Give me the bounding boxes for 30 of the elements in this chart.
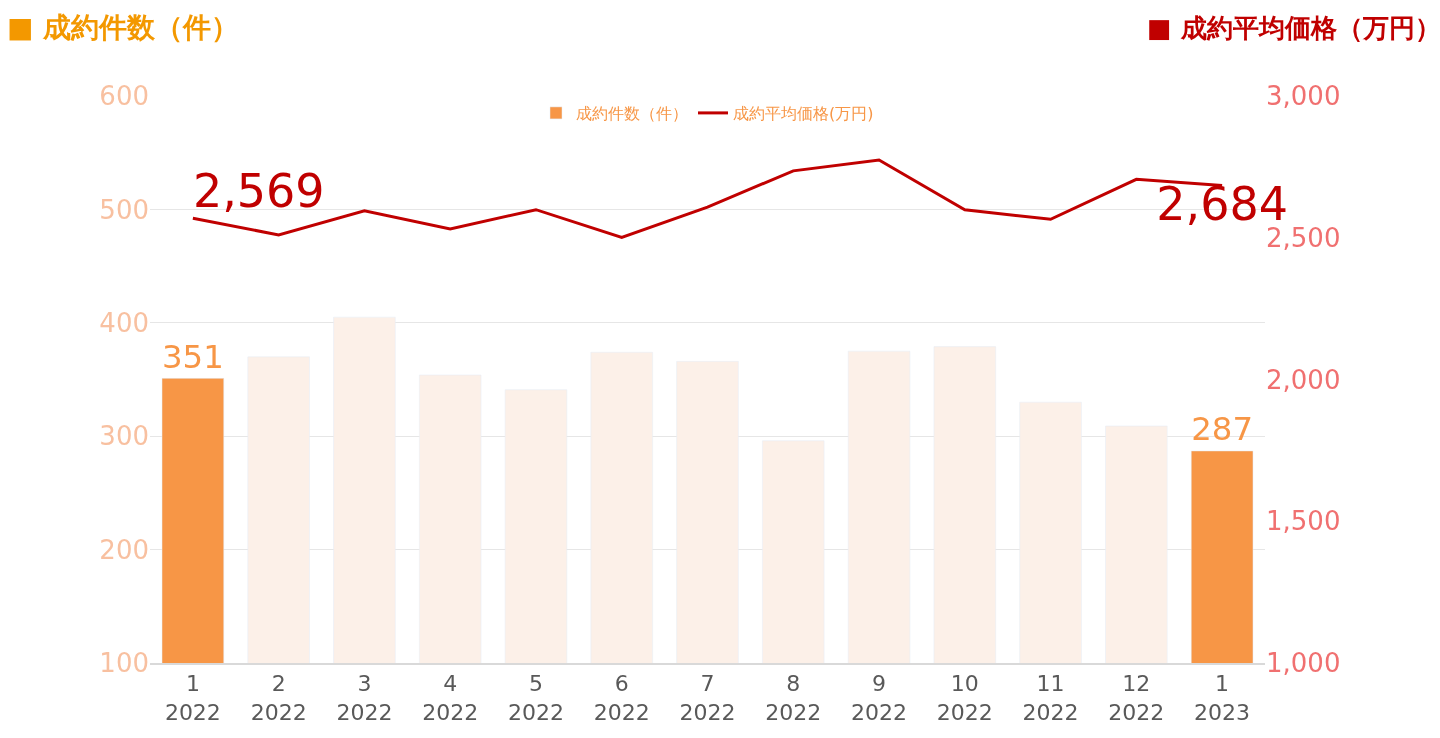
y-tick-label: 400 — [99, 307, 149, 338]
x-tick-label: 12 2022 — [1108, 671, 1165, 725]
data-label: 2,569 — [192, 163, 325, 218]
data-label: 351 — [162, 337, 224, 376]
y2-tick-label: 1,500 — [1266, 506, 1341, 537]
x-tick-label: 1 2023 — [1194, 671, 1251, 725]
x-tick-label: 11 2022 — [1022, 671, 1079, 725]
x-tick-label: 8 2022 — [765, 671, 822, 725]
y-tick-label: 300 — [99, 421, 149, 452]
x-tick-label: 3 2022 — [336, 671, 393, 725]
legend-label: 成約件数（件） — [576, 104, 688, 124]
x-tick-label: 2 2022 — [250, 671, 307, 725]
legend-label: 成約平均価格(万円) — [733, 104, 874, 124]
x-tick-label: 9 2022 — [851, 671, 908, 725]
data-label: 287 — [1191, 410, 1253, 449]
y-tick-label: 600 — [99, 81, 149, 112]
x-tick-label: 1 2022 — [164, 671, 221, 725]
x-tick-label: 7 2022 — [679, 671, 736, 725]
x-tick-label: 4 2022 — [422, 671, 479, 725]
x-tick-label: 6 2022 — [593, 671, 650, 725]
y-tick-label: 100 — [99, 648, 149, 679]
y2-tick-label: 3,000 — [1266, 81, 1341, 112]
y-tick-label: 200 — [99, 534, 149, 565]
x-tick-label: 5 2022 — [507, 671, 564, 725]
y2-tick-label: 2,000 — [1266, 364, 1341, 395]
x-tick-label: 10 2022 — [936, 671, 993, 725]
y2-tick-label: 1,000 — [1266, 648, 1341, 679]
y2-axis-title: ■ 成約平均価格（万円） — [1147, 13, 1440, 43]
y-tick-label: 500 — [99, 194, 149, 225]
y-axis-title: ■ 成約件数（件） — [7, 11, 240, 44]
